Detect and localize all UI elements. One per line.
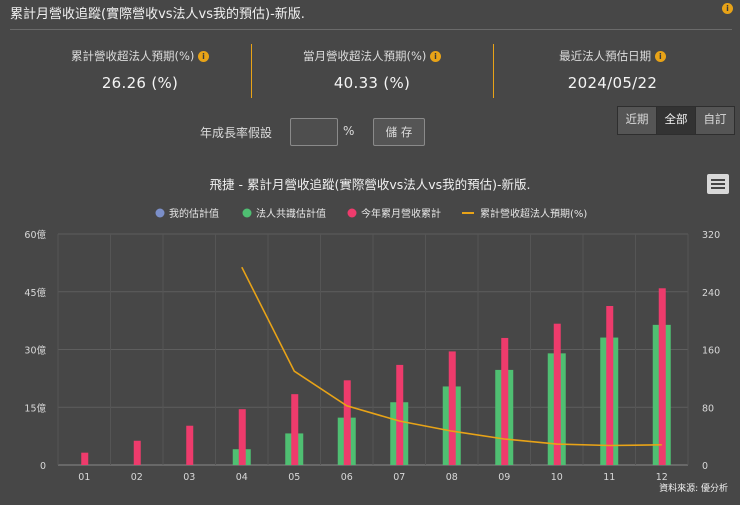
stat-divider: [251, 44, 252, 98]
y-left-tick-label: 60億: [24, 229, 46, 241]
y-left-tick-label: 0: [40, 461, 46, 472]
x-tick-label: 10: [551, 472, 563, 483]
stat-cumulative: 累計營收超法人預期(%) i 26.26 (%): [40, 48, 240, 92]
bar-actual: [133, 440, 141, 465]
legend-label: 法人共識估計值: [256, 207, 326, 220]
legend-label: 累計營收超法人預期(%): [480, 207, 587, 220]
x-tick-label: 09: [498, 472, 510, 483]
stat-monthly: 當月營收超法人預期(%) i 40.33 (%): [262, 48, 482, 92]
x-tick-label: 07: [393, 472, 405, 483]
stat-value: 2024/05/22: [567, 74, 658, 92]
header-divider: [10, 29, 732, 30]
data-source-label: 資料來源: 優分析: [659, 482, 728, 494]
bar-consensus: [232, 449, 251, 465]
legend-symbol: [347, 208, 357, 218]
bar-actual: [186, 425, 194, 465]
tab-all[interactable]: 全部: [657, 107, 696, 134]
line-series-exceed-pct: [241, 266, 662, 447]
x-tick-label: 03: [183, 472, 195, 483]
y-left-tick-label: 15億: [24, 402, 46, 414]
growth-rate-label: 年成長率假設: [200, 126, 273, 140]
bar-actual: [343, 380, 351, 465]
chart-title: 飛捷 - 累計月營收追蹤(實際營收vs法人vs我的預估)-新版.: [209, 177, 531, 192]
x-tick-label: 02: [131, 472, 143, 483]
bar-consensus: [285, 433, 304, 465]
x-tick-label: 11: [603, 472, 615, 483]
bar-actual: [291, 394, 299, 465]
bar-actual: [501, 337, 509, 465]
y-right-tick-label: 240: [702, 288, 720, 299]
x-tick-label: 05: [288, 472, 300, 483]
stat-label: 累計營收超法人預期(%): [70, 49, 195, 63]
bar-consensus: [495, 369, 514, 465]
y-right-tick-label: 160: [702, 346, 720, 357]
growth-rate-input[interactable]: [290, 118, 338, 146]
x-tick-label: 01: [78, 472, 90, 483]
range-tabs: 近期 全部 自訂: [617, 106, 735, 135]
stat-value: 26.26 (%): [101, 74, 179, 92]
stat-label: 當月營收超法人預期(%): [302, 49, 427, 63]
y-right-tick-label: 320: [702, 230, 720, 241]
bar-actual: [658, 288, 666, 465]
x-tick-label: 12: [656, 472, 668, 483]
hamburger-menu-icon[interactable]: [707, 174, 729, 194]
y-right-tick-label: 80: [702, 403, 714, 414]
page-title: 累計月營收追蹤(實際營收vs法人vs我的預估)-新版.: [10, 7, 305, 22]
x-tick-label: 06: [341, 472, 353, 483]
bar-consensus: [600, 337, 619, 465]
info-icon[interactable]: i: [722, 3, 733, 14]
growth-rate-unit: %: [343, 124, 355, 138]
legend-symbol: [155, 208, 165, 218]
tab-recent[interactable]: 近期: [618, 107, 657, 134]
tab-custom[interactable]: 自訂: [696, 107, 734, 134]
bar-actual: [448, 351, 456, 465]
y-left-tick-label: 45億: [24, 287, 46, 299]
legend-label: 今年累月營收累計: [361, 207, 441, 220]
info-icon[interactable]: i: [430, 51, 442, 62]
bar-consensus: [337, 417, 356, 465]
bar-actual: [238, 409, 246, 465]
bar-consensus: [390, 402, 409, 465]
legend-symbol: [242, 208, 252, 218]
info-icon[interactable]: i: [654, 51, 666, 62]
bar-actual: [606, 305, 614, 465]
stat-label: 最近法人預估日期: [559, 49, 652, 63]
info-icon[interactable]: i: [198, 51, 210, 62]
bar-consensus: [442, 386, 461, 465]
legend-label: 我的估計值: [169, 207, 219, 220]
bar-consensus: [652, 324, 671, 465]
stat-estimate-date: 最近法人預估日期 i 2024/05/22: [510, 48, 715, 92]
bar-actual: [81, 452, 89, 465]
bar-actual: [553, 323, 561, 465]
y-right-tick-label: 0: [702, 461, 708, 472]
save-button[interactable]: 儲 存: [373, 118, 425, 146]
stat-value: 40.33 (%): [333, 74, 411, 92]
x-tick-label: 08: [446, 472, 458, 483]
stat-divider: [493, 44, 494, 98]
x-tick-label: 04: [236, 472, 248, 483]
bar-actual: [396, 364, 404, 465]
bar-consensus: [547, 353, 566, 465]
y-left-tick-label: 30億: [24, 345, 46, 357]
